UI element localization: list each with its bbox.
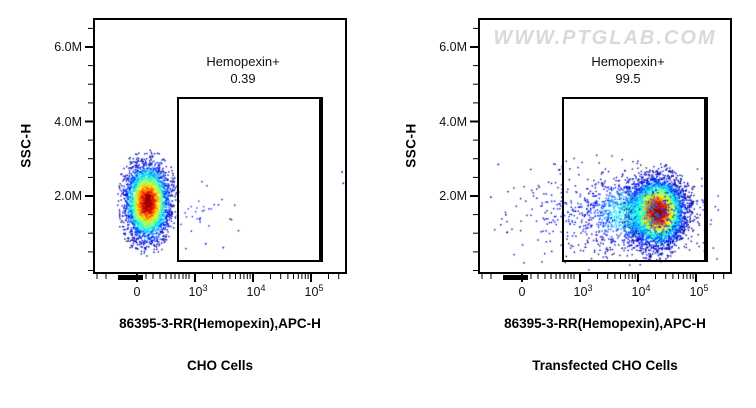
y-tick-2m: 2.0M	[54, 189, 82, 203]
x-tick-1e4: 104	[631, 283, 651, 299]
y-tick-6m: 6.0M	[54, 40, 82, 54]
x-tick-1e5: 105	[304, 283, 324, 299]
scatter-density-canvas	[95, 20, 345, 272]
flow-panel-cho-cells: Hemopexin+ 0.39 6.0M 4.0M 2.0M 0 103 104…	[18, 18, 347, 373]
gate-rectangle	[177, 97, 323, 262]
x-tick-0: 0	[518, 285, 526, 299]
scatter-density-canvas	[480, 20, 730, 272]
y-tick-4m: 4.0M	[54, 114, 82, 129]
panel-title: Transfected CHO Cells	[532, 358, 678, 373]
x-tick-1e3: 103	[573, 283, 593, 299]
y-tick-6m: 6.0M	[439, 40, 467, 54]
panel-title: CHO Cells	[186, 358, 254, 373]
y-tick-2m: 2.0M	[439, 189, 467, 203]
gate-label: Hemopexin+ 0.39	[163, 53, 323, 87]
gate-percent: 0.39	[230, 71, 256, 86]
x-tick-1e4: 104	[246, 283, 266, 299]
y-axis-label: SSC-H	[18, 123, 34, 168]
x-tick-1e5: 105	[689, 283, 709, 299]
ptglab-watermark: WWW.PTGLAB.COM	[493, 27, 717, 49]
x-axis-label: 86395-3-RR(Hemopexin),APC-H	[119, 316, 321, 331]
gate-rectangle	[562, 97, 708, 262]
gate-label: Hemopexin+ 99.5	[548, 53, 708, 87]
x-axis-label: 86395-3-RR(Hemopexin),APC-H	[504, 316, 706, 331]
flow-panel-transfected-cho-cells: WWW.PTGLAB.COM Hemopexin+ 99.5 6.0M 4.0M…	[385, 0, 756, 408]
x-tick-0: 0	[133, 285, 141, 299]
y-tick-4m: 4.0M	[439, 114, 467, 129]
gate-name: Hemopexin+	[591, 54, 665, 69]
gate-percent: 99.5	[615, 71, 641, 86]
y-axis-label: SSC-H	[403, 123, 419, 168]
gate-name: Hemopexin+	[206, 54, 280, 69]
x-tick-1e3: 103	[188, 283, 208, 299]
